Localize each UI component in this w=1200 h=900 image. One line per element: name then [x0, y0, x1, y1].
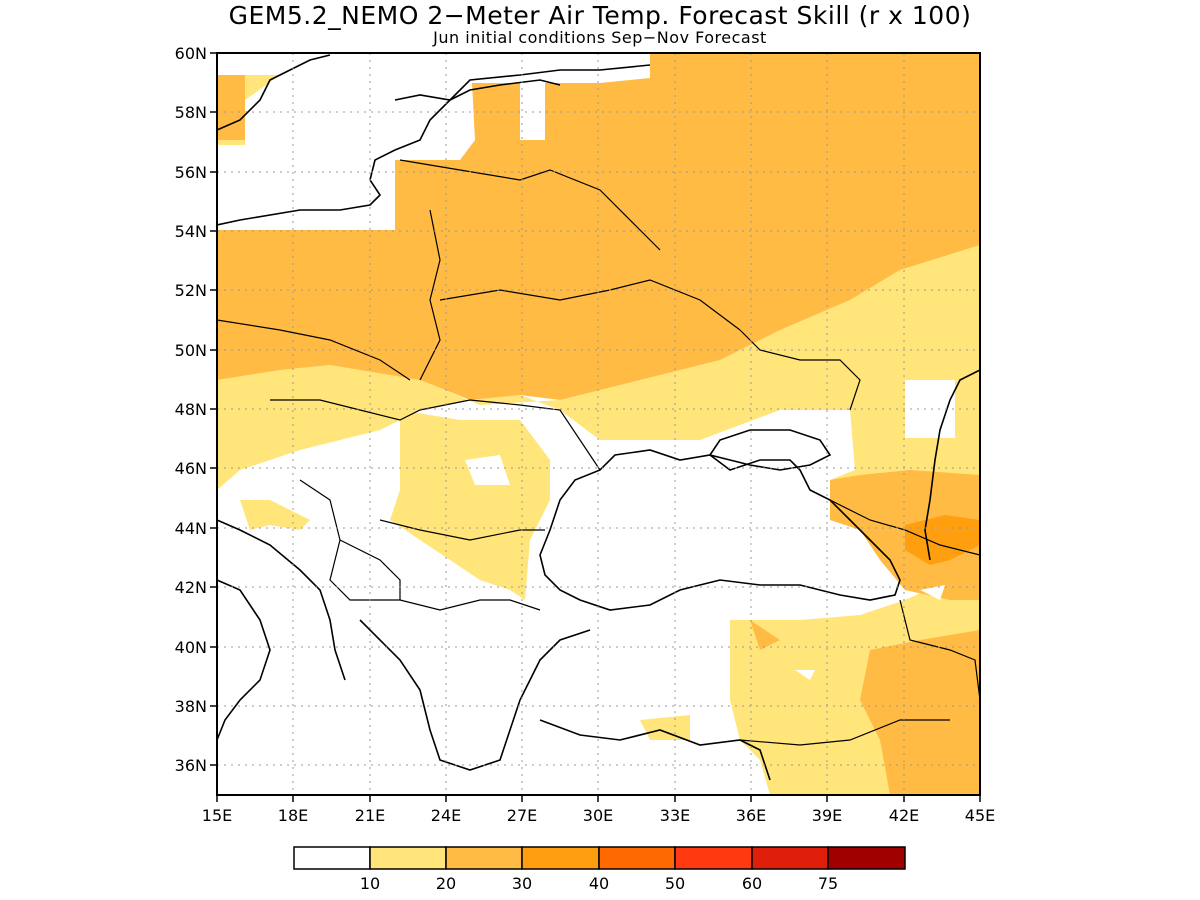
lat-tick-label: 60N: [175, 44, 207, 63]
sea-of-azov: [708, 429, 832, 471]
lon-tick-label: 27E: [507, 806, 537, 825]
border-balkans-a: [299, 479, 541, 611]
colorbar-swatch: [827, 846, 906, 870]
shade-20-30-anatolia: [750, 620, 780, 650]
lat-tick-label: 42N: [175, 578, 207, 597]
shade-20-30-east: [860, 630, 980, 795]
lon-tick-label: 24E: [431, 806, 461, 825]
colorbar-label: 40: [589, 874, 609, 893]
lon-tick-labels: 15E 18E 21E 24E 27E 30E 33E 36E 39E 42E …: [202, 806, 995, 825]
border-balkans-b: [339, 539, 401, 600]
colorbar-swatch: [598, 846, 676, 870]
caspian-coast: [924, 369, 980, 561]
hole-west-ukraine: [465, 455, 510, 485]
borders: [217, 159, 980, 746]
colorbar-swatch: [751, 846, 829, 870]
hole-turkey: [795, 670, 815, 680]
border-ukraine-russia: [739, 329, 861, 411]
lat-tick-label: 48N: [175, 400, 207, 419]
shade-10-20-south: [640, 715, 690, 740]
lon-tick-label: 30E: [583, 806, 613, 825]
lat-tick-label: 50N: [175, 341, 207, 360]
map-title: GEM5.2_NEMO 2−Meter Air Temp. Forecast S…: [228, 1, 972, 30]
tick-marks: [210, 52, 981, 802]
hole-georgia: [920, 585, 945, 600]
lon-tick-label: 36E: [736, 806, 766, 825]
italy-coast: [217, 579, 271, 741]
lat-tick-label: 56N: [175, 163, 207, 182]
colorbar-swatch: [674, 846, 753, 870]
border-baltics: [399, 159, 661, 251]
lat-tick-label: 36N: [175, 756, 207, 775]
lon-tick-label: 21E: [355, 806, 385, 825]
shade-20-30-russia: [217, 53, 980, 400]
border-hungary-romania: [270, 399, 601, 471]
lat-tick-label: 52N: [175, 281, 207, 300]
colorbar-label: 75: [818, 874, 838, 893]
baltic-coast: [217, 64, 651, 226]
lon-tick-label: 39E: [812, 806, 842, 825]
sweden-coast: [217, 54, 331, 131]
lat-tick-label: 38N: [175, 697, 207, 716]
map-subtitle: Jun initial conditions Sep−Nov Forecast: [433, 28, 767, 47]
shade-20-30-nw: [217, 75, 245, 140]
lat-tick-label: 46N: [175, 459, 207, 478]
lat-tick-label: 58N: [175, 103, 207, 122]
colorbar-swatch: [521, 846, 600, 870]
adriatic-coast: [217, 519, 346, 681]
border-caucasus: [829, 499, 980, 556]
anatolia-south-coast: [539, 719, 771, 781]
colorbar-swatch: [293, 846, 371, 870]
border-poland-east: [419, 209, 441, 381]
colorbar-label: 10: [360, 874, 380, 893]
colorbar-swatch: [369, 846, 447, 870]
black-sea-coast: [539, 449, 901, 611]
graticule: [217, 53, 980, 795]
shade-10-20-balkans: [390, 410, 550, 600]
colorbar-label: 30: [512, 874, 532, 893]
colorbar-swatch: [445, 846, 523, 870]
border-turkey-syria: [739, 719, 950, 746]
lon-tick-label: 42E: [889, 806, 919, 825]
border-romania-bulgaria: [379, 519, 545, 541]
lon-tick-label: 45E: [965, 806, 995, 825]
shade-30-40-caucasus: [905, 515, 980, 565]
colorbar-label: 50: [665, 874, 685, 893]
lon-tick-label: 33E: [660, 806, 690, 825]
lat-tick-label: 44N: [175, 519, 207, 538]
gulf-of-finland: [394, 79, 561, 101]
border-central-europe: [217, 319, 411, 381]
lon-tick-label: 18E: [278, 806, 308, 825]
lat-tick-labels: 36N 38N 40N 42N 44N 46N 48N 50N 52N 54N …: [175, 44, 207, 775]
border-turkey-east: [899, 599, 980, 701]
lat-tick-label: 54N: [175, 222, 207, 241]
lat-tick-label: 40N: [175, 638, 207, 657]
colorbar: 10 20 30 40 50 60 75: [293, 846, 906, 893]
colorbar-label: 60: [742, 874, 762, 893]
aegean-coast: [359, 619, 591, 771]
colorbar-label: 20: [436, 874, 456, 893]
lon-tick-label: 15E: [202, 806, 232, 825]
shade-10-20-adriatic: [240, 500, 310, 530]
